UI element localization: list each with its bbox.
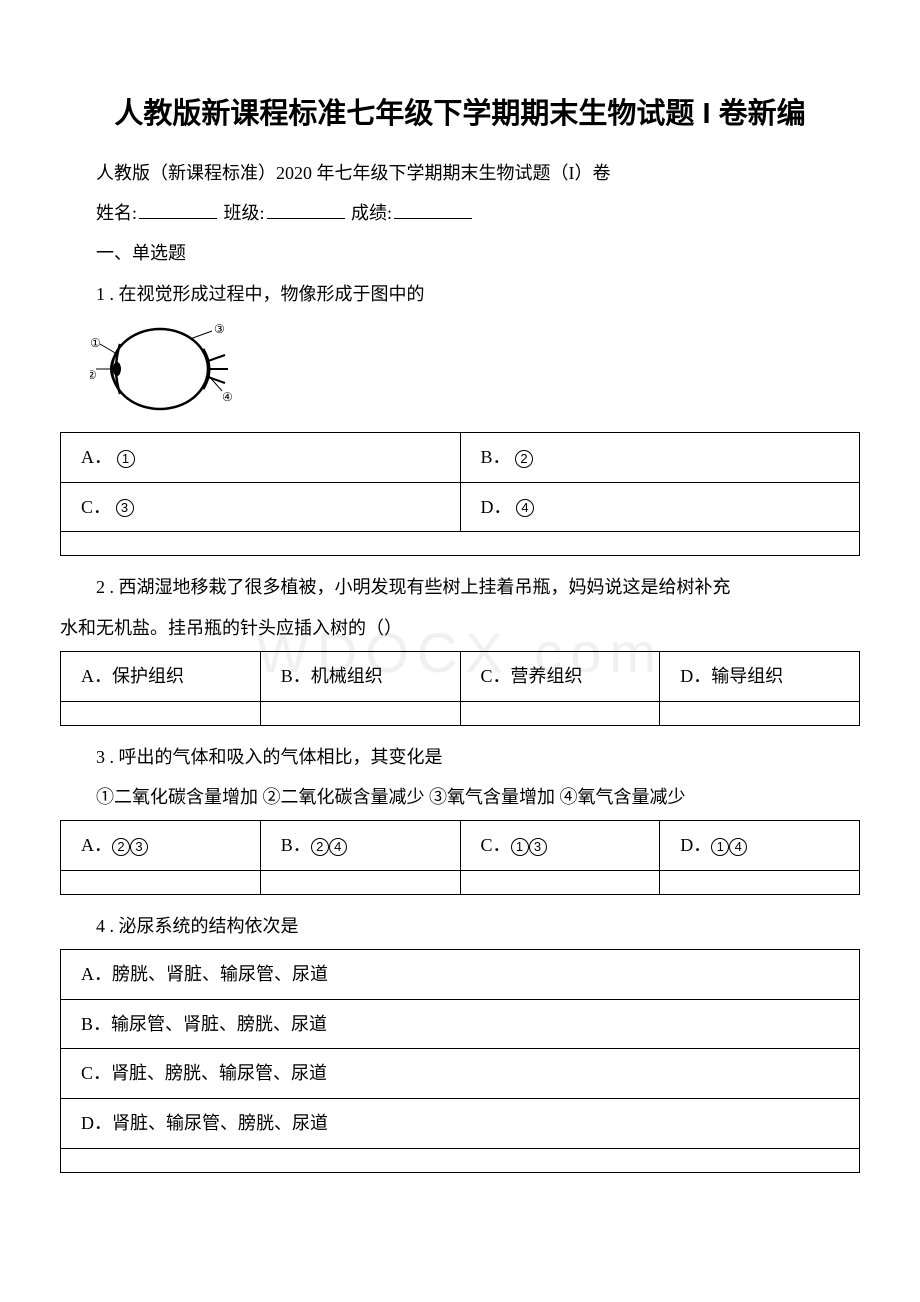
q1-opt-c: C． 3 [61, 482, 461, 532]
subtitle: 人教版（新课程标准）2020 年七年级下学期期末生物试题（I）卷 [60, 156, 860, 190]
q4-opt-a: A．膀胱、肾脏、输尿管、尿道 [61, 949, 860, 999]
q1-opt-d: D． 4 [460, 482, 860, 532]
q3-a-label: A． [81, 835, 112, 855]
q2-e3 [460, 701, 660, 725]
q2-opt-c: C．营养组织 [460, 651, 660, 701]
q3-a-n1: 2 [112, 838, 130, 856]
q4-stem: 4 . 泌尿系统的结构依次是 [60, 909, 860, 943]
q3-d-label: D． [680, 835, 711, 855]
q1-a-label: A． [81, 447, 112, 467]
q3-line2: ①二氧化碳含量增加 ②二氧化碳含量减少 ③氧气含量增加 ④氧气含量减少 [60, 780, 860, 814]
q2-opt-b: B．机械组织 [260, 651, 460, 701]
q3-n2: ② [263, 787, 281, 807]
q2-opt-a: A．保护组织 [61, 651, 261, 701]
q3-e1 [61, 870, 261, 894]
q3-n1: ① [96, 787, 114, 807]
score-blank [394, 199, 472, 219]
q3-e2 [260, 870, 460, 894]
q1-d-num: 4 [516, 499, 534, 517]
score-label: 成绩: [351, 203, 392, 223]
q3-b-n1: 2 [311, 838, 329, 856]
q1-b-num: 2 [515, 450, 533, 468]
q3-n3: ③ [429, 787, 447, 807]
q1-opt-b: B． 2 [460, 432, 860, 482]
q4-opt-d: D．肾脏、输尿管、膀胱、尿道 [61, 1099, 860, 1149]
q1-opt-a: A． 1 [61, 432, 461, 482]
q4-opt-c: C．肾脏、膀胱、输尿管、尿道 [61, 1049, 860, 1099]
q3-opt-a: A．23 [61, 820, 261, 870]
q2-e2 [260, 701, 460, 725]
q2-e4 [660, 701, 860, 725]
svg-text:④: ④ [222, 390, 233, 404]
svg-text:①: ① [90, 336, 101, 350]
q3-t1: 二氧化碳含量增加 [114, 787, 263, 807]
q3-opt-b: B．24 [260, 820, 460, 870]
page-title: 人教版新课程标准七年级下学期期末生物试题 I 卷新编 [60, 90, 860, 132]
q1-stem: 1 . 在视觉形成过程中，物像形成于图中的 [60, 277, 860, 311]
q3-b-label: B． [281, 835, 311, 855]
form-row: 姓名: 班级: 成绩: [60, 196, 860, 230]
q4-opt-b: B．输尿管、肾脏、膀胱、尿道 [61, 999, 860, 1049]
q3-t4: 氧气含量减少 [578, 787, 686, 807]
eye-diagram: ① ② ③ ④ [90, 319, 860, 424]
name-blank [139, 199, 217, 219]
q1-b-label: B． [481, 447, 511, 467]
q1-d-label: D． [481, 497, 512, 517]
name-label: 姓名: [96, 203, 137, 223]
q1-options-table: A． 1 B． 2 C． 3 D． 4 [60, 432, 860, 557]
q3-stem: 3 . 呼出的气体和吸入的气体相比，其变化是 [60, 740, 860, 774]
svg-text:③: ③ [214, 322, 225, 336]
class-blank [267, 199, 345, 219]
q3-d-n1: 1 [711, 838, 729, 856]
q1-empty-row [61, 532, 860, 556]
svg-text:②: ② [90, 368, 97, 382]
q3-options-table: A．23 B．24 C．13 D．14 [60, 820, 860, 895]
q2-e1 [61, 701, 261, 725]
q3-opt-c: C．13 [460, 820, 660, 870]
q3-opt-d: D．14 [660, 820, 860, 870]
q3-c-n2: 3 [529, 838, 547, 856]
q1-c-num: 3 [116, 499, 134, 517]
q2-stem-a: 2 . 西湖湿地移栽了很多植被，小明发现有些树上挂着吊瓶，妈妈说这是给树补充 [60, 570, 860, 604]
q3-e4 [660, 870, 860, 894]
q3-b-n2: 4 [329, 838, 347, 856]
q1-a-num: 1 [117, 450, 135, 468]
class-label: 班级: [224, 203, 265, 223]
section-heading: 一、单选题 [60, 236, 860, 270]
q3-c-n1: 1 [511, 838, 529, 856]
q3-c-label: C． [481, 835, 511, 855]
q3-e3 [460, 870, 660, 894]
q4-options-table: A．膀胱、肾脏、输尿管、尿道 B．输尿管、肾脏、膀胱、尿道 C．肾脏、膀胱、输尿… [60, 949, 860, 1173]
q3-a-n2: 3 [130, 838, 148, 856]
q1-c-label: C． [81, 497, 111, 517]
q2-opt-d: D．输导组织 [660, 651, 860, 701]
q2-stem-b: 水和无机盐。挂吊瓶的针头应插入树的（） [60, 611, 860, 645]
q3-n4: ④ [560, 787, 578, 807]
q3-d-n2: 4 [729, 838, 747, 856]
q4-empty [61, 1149, 860, 1173]
q3-t2: 二氧化碳含量减少 [281, 787, 430, 807]
q2-options-table: A．保护组织 B．机械组织 C．营养组织 D．输导组织 [60, 651, 860, 726]
q3-t3: 氧气含量增加 [447, 787, 560, 807]
